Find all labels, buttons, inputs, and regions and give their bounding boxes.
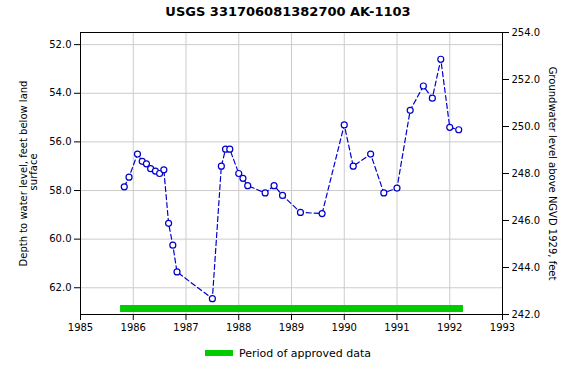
svg-text:242.0: 242.0 (512, 309, 541, 320)
svg-text:1990: 1990 (332, 322, 357, 333)
svg-text:1987: 1987 (173, 322, 198, 333)
svg-text:52.0: 52.0 (49, 39, 71, 50)
svg-text:1989: 1989 (279, 322, 304, 333)
svg-text:62.0: 62.0 (49, 282, 71, 293)
svg-text:1985: 1985 (68, 322, 93, 333)
svg-text:60.0: 60.0 (49, 233, 71, 244)
svg-text:254.0: 254.0 (512, 27, 541, 38)
svg-text:Depth to water level, feet bel: Depth to water level, feet below land su… (18, 81, 39, 267)
svg-text:1993: 1993 (490, 322, 515, 333)
svg-text:1991: 1991 (384, 322, 409, 333)
svg-text:58.0: 58.0 (49, 185, 71, 196)
svg-text:1988: 1988 (226, 322, 251, 333)
html-text:Period of approved data: Period of approved data (238, 346, 372, 360)
svg-text:244.0: 244.0 (512, 262, 541, 273)
svg-text:250.0: 250.0 (512, 121, 541, 132)
svg-text:252.0: 252.0 (512, 74, 541, 85)
svg-text:1992: 1992 (437, 322, 462, 333)
svg-text:246.0: 246.0 (512, 215, 541, 226)
svg-text:56.0: 56.0 (49, 136, 71, 147)
html-text:USGS 331706081382700 AK-1103: USGS 331706081382700 AK-1103 (165, 4, 411, 19)
svg-text:54.0: 54.0 (49, 87, 71, 98)
svg-text:248.0: 248.0 (512, 168, 541, 179)
svg-text:1986: 1986 (121, 322, 146, 333)
svg-text:Groundwater level above NGVD 1: Groundwater level above NGVD 1929, feet (547, 67, 558, 281)
